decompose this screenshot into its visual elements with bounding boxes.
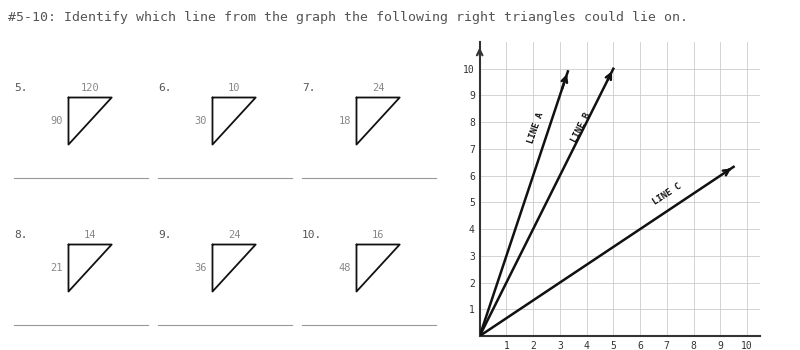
Text: 6.: 6. — [158, 83, 171, 93]
Text: 36: 36 — [194, 263, 206, 273]
Text: LINE C: LINE C — [650, 182, 682, 207]
Text: 10: 10 — [228, 83, 240, 93]
Text: 24: 24 — [228, 230, 240, 240]
Text: 120: 120 — [81, 83, 99, 93]
Text: 5.: 5. — [14, 83, 27, 93]
Text: 10.: 10. — [302, 230, 322, 240]
Text: 24: 24 — [372, 83, 384, 93]
Text: 7.: 7. — [302, 83, 315, 93]
Text: LINE B: LINE B — [570, 111, 593, 144]
Text: 21: 21 — [50, 263, 62, 273]
Text: 14: 14 — [84, 230, 96, 240]
Text: 30: 30 — [194, 116, 206, 126]
Text: 8.: 8. — [14, 230, 27, 240]
Text: 16: 16 — [372, 230, 384, 240]
Text: 48: 48 — [338, 263, 350, 273]
Text: #5-10: Identify which line from the graph the following right triangles could li: #5-10: Identify which line from the grap… — [8, 10, 688, 23]
Text: 90: 90 — [50, 116, 62, 126]
Text: 9.: 9. — [158, 230, 171, 240]
Text: LINE A: LINE A — [526, 111, 546, 144]
Text: 18: 18 — [338, 116, 350, 126]
